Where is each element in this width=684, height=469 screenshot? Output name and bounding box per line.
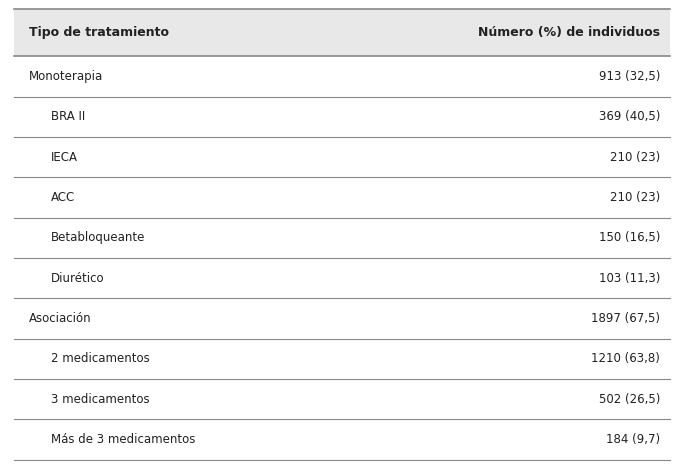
Text: 210 (23): 210 (23) <box>610 191 660 204</box>
Text: 502 (26,5): 502 (26,5) <box>598 393 660 406</box>
Text: 184 (9,7): 184 (9,7) <box>606 433 660 446</box>
Text: Asociación: Asociación <box>29 312 92 325</box>
Text: 1210 (63,8): 1210 (63,8) <box>591 352 660 365</box>
Text: 103 (11,3): 103 (11,3) <box>598 272 660 285</box>
Text: 913 (32,5): 913 (32,5) <box>598 70 660 83</box>
Text: Más de 3 medicamentos: Más de 3 medicamentos <box>51 433 196 446</box>
Text: 3 medicamentos: 3 medicamentos <box>51 393 150 406</box>
Text: 150 (16,5): 150 (16,5) <box>598 231 660 244</box>
Text: Tipo de tratamiento: Tipo de tratamiento <box>29 26 169 39</box>
Text: 1897 (67,5): 1897 (67,5) <box>591 312 660 325</box>
Text: ACC: ACC <box>51 191 75 204</box>
Text: Diurético: Diurético <box>51 272 105 285</box>
Text: 2 medicamentos: 2 medicamentos <box>51 352 150 365</box>
Text: 369 (40,5): 369 (40,5) <box>598 110 660 123</box>
Text: IECA: IECA <box>51 151 78 164</box>
Text: Número (%) de individuos: Número (%) de individuos <box>478 26 660 39</box>
Text: BRA II: BRA II <box>51 110 86 123</box>
Text: 210 (23): 210 (23) <box>610 151 660 164</box>
Text: Betabloqueante: Betabloqueante <box>51 231 146 244</box>
Text: Monoterapia: Monoterapia <box>29 70 103 83</box>
